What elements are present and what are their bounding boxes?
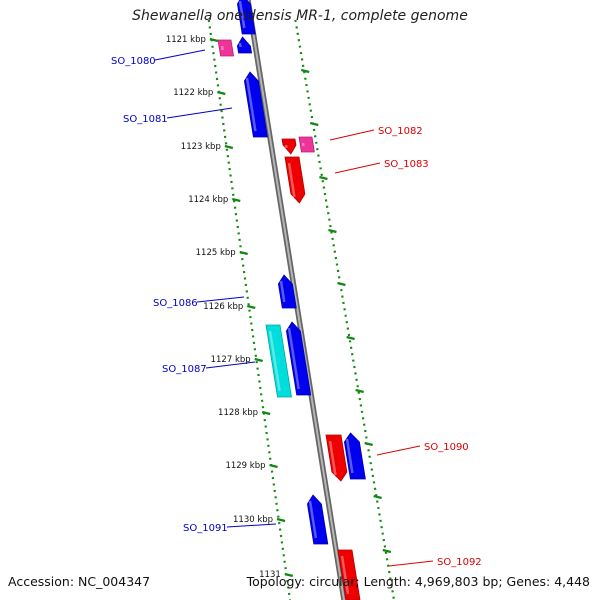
gene-label-reverse[interactable]: SO_1082 [378,126,423,137]
kbp-tick [261,410,271,416]
gene-label-group: SO_1080 SO_1081 SO_1086 SO_1087 SO_1091 SO_10… [111,49,482,568]
gene-label-reverse[interactable]: SO_1090 [424,442,469,453]
gene-label-forward[interactable]: SO_1087 [162,364,207,375]
outer-tick [373,494,382,500]
gene-so-1087-highlight[interactable] [265,324,292,398]
gene-bevel [308,500,318,539]
accession-info: Accession: NC_004347 [8,574,151,589]
kbp-tick-label: 1130 kbp [233,515,273,525]
gene-so-1082-b[interactable] [298,136,315,153]
gene-so-1083[interactable] [284,156,306,204]
gene-so-1090-b[interactable] [343,432,366,480]
kbp-tick [246,304,256,310]
kbp-tick-label: 1123 kbp [181,142,221,152]
kbp-tick [224,144,234,150]
kbp-tick-label: 1126 kbp [203,302,243,312]
gene-leader-line [154,49,206,61]
gene-leader-line [205,361,256,369]
inner-ring-guide [207,19,292,600]
gene-bevel [328,440,337,476]
gene-so-1081[interactable] [243,71,268,138]
kbp-tick [276,517,286,523]
gene-label-forward[interactable]: SO_1091 [183,523,228,534]
gene-leader-line [388,560,434,567]
kbp-tick [269,463,278,469]
kbp-tick-label: 1131 [259,570,281,580]
kbp-tick-label: 1124 kbp [188,195,228,205]
kbp-tick-label: 1125 kbp [196,248,236,258]
gene-so-1092[interactable] [337,549,361,600]
kbp-tick [239,250,248,256]
gene-bevel [345,438,354,474]
gene-leader-line [376,445,421,456]
gene-so-1087[interactable] [285,321,312,396]
gene-so-1086[interactable] [277,274,297,309]
gene-bevel [245,77,257,132]
topology-info: Topology: circular; Length: 4,969,803 bp… [246,574,590,589]
outer-tick [364,441,373,447]
gene-highlight-1[interactable] [217,39,235,57]
kbp-tick-label: 1122 kbp [173,88,213,98]
gene-label-reverse[interactable]: SO_1092 [437,557,482,568]
gene-top-forward[interactable] [236,0,256,35]
kbp-tick [209,37,219,43]
ring-dotted-guides [207,19,396,600]
gene-bevel [238,0,246,29]
kbp-tick-label: 1128 kbp [218,408,258,418]
gene-small-forward[interactable] [236,36,253,54]
gene-label-forward[interactable]: SO_1080 [111,56,156,67]
outer-tick [346,335,355,341]
gene-leader-line [166,107,233,119]
outer-ring-guide [294,19,396,600]
kbp-tick [284,572,294,578]
outer-tick [382,548,392,554]
gene-bevel [279,280,286,303]
gene-so-1090-a[interactable] [325,434,348,482]
kbp-tick [254,357,263,363]
gene-label-forward[interactable]: SO_1086 [153,298,198,309]
kbp-tick-label: 1127 kbp [211,355,251,365]
gene-label-reverse[interactable]: SO_1083 [384,159,429,170]
backbone-highlight [247,0,345,600]
gene-label-forward[interactable]: SO_1081 [123,114,168,125]
gene-leader-line [334,162,381,174]
kbp-tick-marks: 1121 kbp 1122 kbp 1123 kbp 1124 kbp 1125 kbp… [166,35,392,580]
gene-bevel [287,162,296,198]
gene-leader-line [329,129,375,141]
gene-so-1091[interactable] [306,494,329,545]
gene-bevel [268,330,281,392]
genome-backbone [245,0,347,600]
gene-bevel [220,45,224,51]
kbp-tick-label: 1121 kbp [166,35,206,45]
map-title: Shewanella oneidensis MR-1, complete gen… [132,8,468,24]
outer-tick [337,281,346,287]
kbp-tick [217,90,226,96]
outer-tick [355,388,364,394]
gene-bevel [340,555,350,595]
gene-leader-line [196,296,245,303]
kbp-tick [232,197,241,203]
gene-so-1082-a[interactable] [281,138,297,155]
gene-bevel [238,42,242,48]
gene-arrows [217,0,366,600]
outer-tick [300,68,310,74]
gene-bevel [287,327,300,390]
kbp-tick-label: 1129 kbp [225,461,265,471]
outer-tick [319,175,328,181]
gene-leader-line [226,523,277,528]
outer-tick [328,228,337,234]
outer-tick [309,121,319,127]
